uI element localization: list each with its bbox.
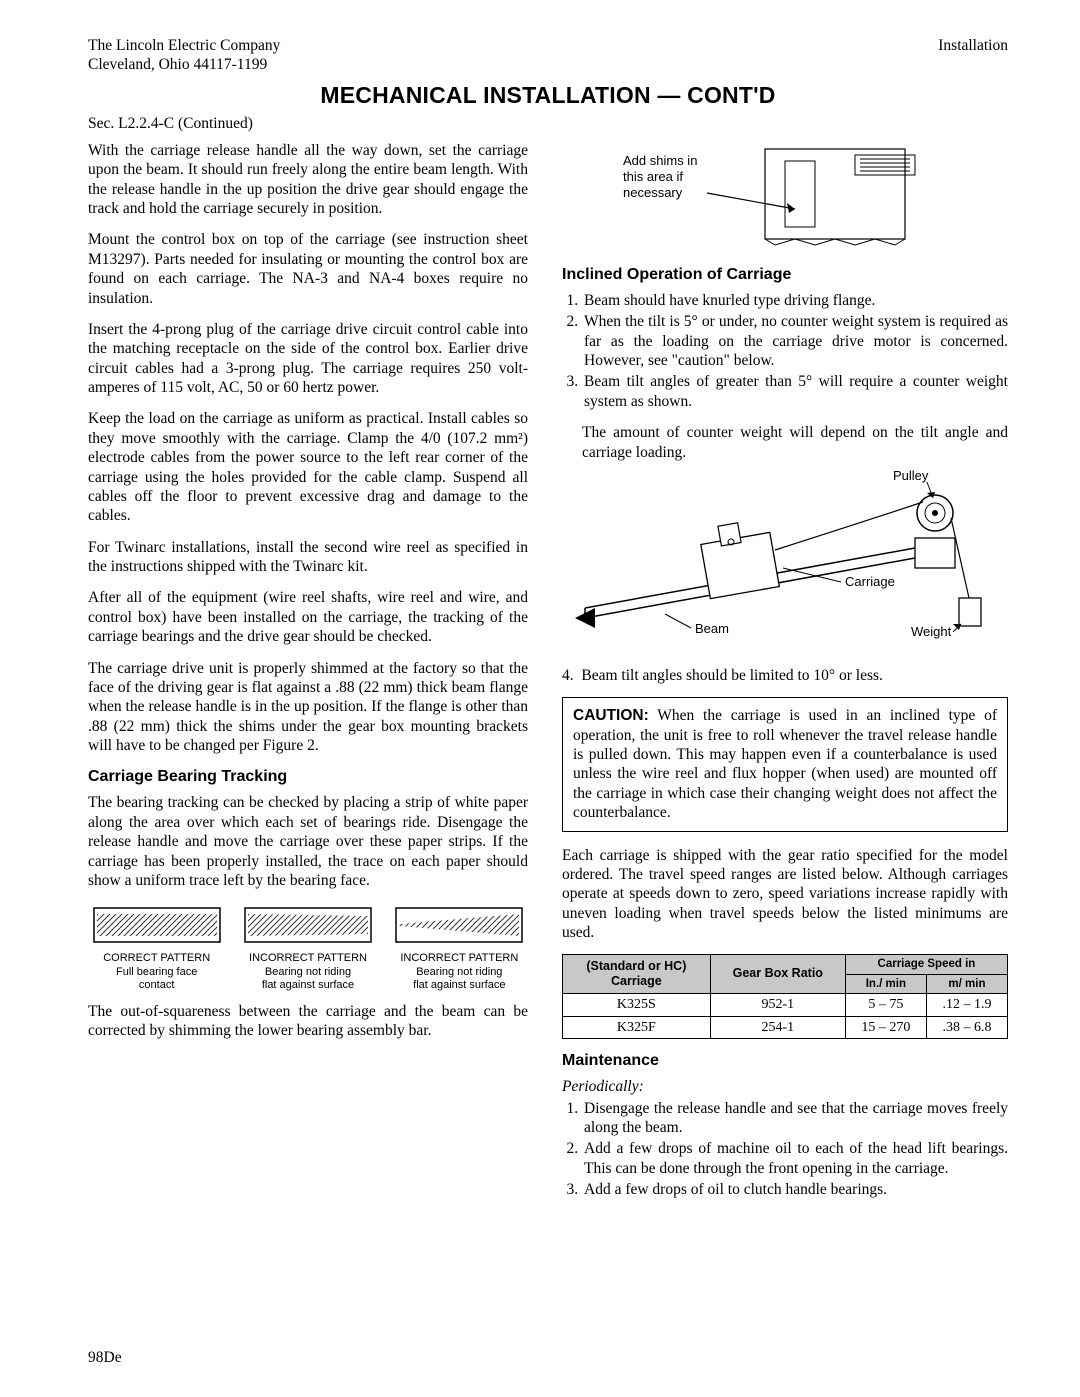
page-footer: 98De [88, 1348, 122, 1367]
beam-label: Beam [695, 621, 729, 636]
page-header: The Lincoln Electric Company Cleveland, … [88, 36, 1008, 75]
right-column: Add shims in this area if necessary Incl… [562, 141, 1008, 1212]
inclined-item-3: Beam tilt angles of greater than 5° will… [582, 372, 1008, 411]
caution-label: CAUTION: [573, 707, 649, 724]
caution-text: When the carriage is used in an inclined… [573, 707, 997, 821]
para-8: The bearing tracking can be checked by p… [88, 793, 528, 890]
table-row: K325F 254-1 15 – 270 .38 – 6.8 [563, 1016, 1008, 1039]
pulley-label: Pulley [893, 468, 929, 483]
para-7: The carriage drive unit is properly shim… [88, 659, 528, 756]
shim-label-3: necessary [623, 185, 683, 200]
content-columns: With the carriage release handle all the… [88, 141, 1008, 1212]
para-5: For Twinarc installations, install the s… [88, 538, 528, 577]
page-title: MECHANICAL INSTALLATION — CONT'D [88, 81, 1008, 110]
pattern-title: INCORRECT PATTERN [239, 952, 376, 965]
inclined-item-1: Beam should have knurled type driving fl… [582, 291, 1008, 310]
heading-maintenance: Maintenance [562, 1051, 1008, 1071]
pattern-correct-svg [92, 902, 222, 948]
left-column: With the carriage release handle all the… [88, 141, 528, 1212]
pattern-correct: CORRECT PATTERN Full bearing face contac… [88, 902, 225, 992]
carriage-label: Carriage [845, 574, 895, 589]
header-section: Installation [938, 36, 1008, 75]
caution-box: CAUTION: When the carriage is used in an… [562, 697, 1008, 831]
pattern-sub2: flat against surface [391, 979, 528, 992]
pattern-incorrect-2: INCORRECT PATTERN Bearing not riding fla… [391, 902, 528, 992]
pattern-sub2: contact [88, 979, 225, 992]
para-1: With the carriage release handle all the… [88, 141, 528, 219]
shim-diagram: Add shims in this area if necessary [595, 141, 975, 251]
company-name: The Lincoln Electric Company [88, 36, 280, 55]
table-row: K325S 952-1 5 – 75 .12 – 1.9 [563, 994, 1008, 1017]
th-gearbox: Gear Box Ratio [710, 955, 845, 994]
para-3: Insert the 4-prong plug of the carriage … [88, 320, 528, 398]
inclined-cont: The amount of counter weight will depend… [582, 423, 1008, 462]
para-speed: Each carriage is shipped with the gear r… [562, 846, 1008, 943]
maint-item-1: Disengage the release handle and see tha… [582, 1099, 1008, 1138]
heading-inclined: Inclined Operation of Carriage [562, 265, 1008, 285]
heading-bearing-tracking: Carriage Bearing Tracking [88, 767, 528, 787]
th-inmin: In./ min [845, 974, 926, 993]
pattern-incorrect2-svg [394, 902, 524, 948]
para-4: Keep the load on the carriage as uniform… [88, 409, 528, 525]
section-ref: Sec. L2.2.4-C (Continued) [88, 114, 1008, 133]
shim-label-2: this area if [623, 169, 683, 184]
shim-label-1: Add shims in [623, 153, 697, 168]
pattern-incorrect1-svg [243, 902, 373, 948]
pattern-incorrect-1: INCORRECT PATTERN Bearing not riding fla… [239, 902, 376, 992]
pattern-sub1: Bearing not riding [391, 966, 528, 979]
pattern-title: CORRECT PATTERN [88, 952, 225, 965]
maint-item-2: Add a few drops of machine oil to each o… [582, 1139, 1008, 1178]
para-6: After all of the equipment (wire reel sh… [88, 588, 528, 646]
th-speed: Carriage Speed in [845, 955, 1007, 974]
para-2: Mount the control box on top of the carr… [88, 230, 528, 308]
header-left: The Lincoln Electric Company Cleveland, … [88, 36, 280, 75]
th-mmin: m/ min [926, 974, 1007, 993]
bearing-pattern-diagrams: CORRECT PATTERN Full bearing face contac… [88, 902, 528, 992]
th-carriage: (Standard or HC)Carriage [563, 955, 711, 994]
counterweight-diagram: Pulley Carriage Beam Weight [575, 468, 995, 648]
para-9: The out-of-squareness between the carria… [88, 1002, 528, 1041]
pattern-title: INCORRECT PATTERN [391, 952, 528, 965]
inclined-list: Beam should have knurled type driving fl… [562, 291, 1008, 411]
maint-sub: Periodically: [562, 1077, 1008, 1096]
weight-label: Weight [911, 624, 952, 639]
inclined-item-2: When the tilt is 5° or under, no counter… [582, 312, 1008, 370]
maint-list: Disengage the release handle and see tha… [562, 1099, 1008, 1200]
pattern-sub2: flat against surface [239, 979, 376, 992]
pattern-sub1: Bearing not riding [239, 966, 376, 979]
speed-table: (Standard or HC)Carriage Gear Box Ratio … [562, 954, 1008, 1039]
inclined-item-4: 4. Beam tilt angles should be limited to… [562, 666, 1008, 685]
pattern-sub1: Full bearing face [88, 966, 225, 979]
maint-item-3: Add a few drops of oil to clutch handle … [582, 1180, 1008, 1199]
company-address: Cleveland, Ohio 44117-1199 [88, 55, 280, 74]
